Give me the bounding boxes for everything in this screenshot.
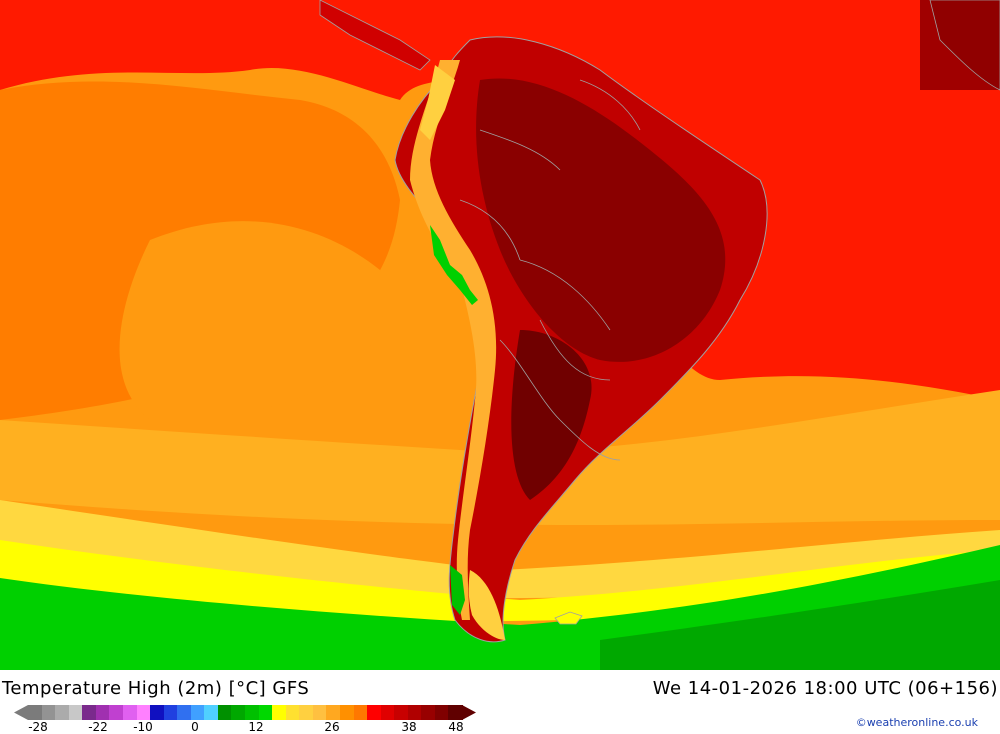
scale-swatch: [272, 705, 287, 720]
scale-swatch: [177, 705, 192, 720]
scale-swatch: [326, 705, 341, 720]
patagonia-yellow: [468, 570, 505, 640]
scale-tick-label: -10: [133, 720, 153, 734]
andes-cool-strip: [410, 60, 497, 620]
map-title: Temperature High (2m) [°C] GFS: [2, 678, 310, 699]
scale-tick-label: 0: [191, 720, 199, 734]
patagonia-green: [450, 565, 465, 615]
scale-swatch: [136, 705, 151, 720]
scale-swatch: [122, 705, 137, 720]
scale-swatch: [448, 705, 463, 720]
scale-tick-label: 48: [448, 720, 464, 734]
scale-swatch: [407, 705, 422, 720]
scale-swatch: [353, 705, 368, 720]
scale-swatch: [55, 705, 70, 720]
scale-swatch: [109, 705, 124, 720]
color-scale: [28, 705, 463, 720]
scale-swatch: [95, 705, 110, 720]
scale-swatch: [190, 705, 205, 720]
scale-swatch: [258, 705, 273, 720]
scale-swatch: [380, 705, 395, 720]
falkland-islands: [554, 611, 583, 625]
scale-swatch: [421, 705, 436, 720]
scale-swatch: [285, 705, 300, 720]
country-borders: [459, 79, 641, 461]
scale-swatch: [150, 705, 165, 720]
scale-swatch: [434, 705, 449, 720]
scale-tick-label: 26: [324, 720, 340, 734]
scale-tick-label: -28: [28, 720, 48, 734]
credit-link[interactable]: ©weatheronline.co.uk: [855, 716, 978, 729]
scale-swatch: [204, 705, 219, 720]
scale-swatch: [231, 705, 246, 720]
chaco-extreme-heat: [511, 330, 592, 500]
scale-tick-label: 12: [248, 720, 264, 734]
scale-swatch: [245, 705, 260, 720]
central-america-landmass: [319, 0, 431, 71]
scale-tick-label: -22: [88, 720, 108, 734]
amazon-extreme-heat: [476, 78, 726, 362]
scale-swatch: [68, 705, 83, 720]
scale-swatch: [312, 705, 327, 720]
scale-swatch: [163, 705, 178, 720]
forecast-datetime: We 14-01-2026 18:00 UTC (06+156): [652, 678, 998, 699]
temperature-map[interactable]: [0, 0, 1000, 670]
scale-swatch: [394, 705, 409, 720]
scale-swatch: [41, 705, 56, 720]
scale-tick-label: 38: [401, 720, 417, 734]
map-footer: Temperature High (2m) [°C] GFS We 14-01-…: [0, 670, 1000, 734]
scale-swatch: [28, 705, 43, 720]
band-south-green-dark: [600, 580, 1000, 670]
scale-swatch: [217, 705, 232, 720]
scale-swatch: [367, 705, 382, 720]
scale-swatch: [339, 705, 354, 720]
scale-swatch: [82, 705, 97, 720]
scale-left-arrow: [14, 705, 28, 720]
band-pacific-orange-light: [119, 221, 385, 420]
scale-right-arrow: [462, 705, 476, 720]
scale-swatch: [299, 705, 314, 720]
andes-green-peaks: [430, 225, 478, 305]
north-andes-yellow: [420, 65, 455, 140]
